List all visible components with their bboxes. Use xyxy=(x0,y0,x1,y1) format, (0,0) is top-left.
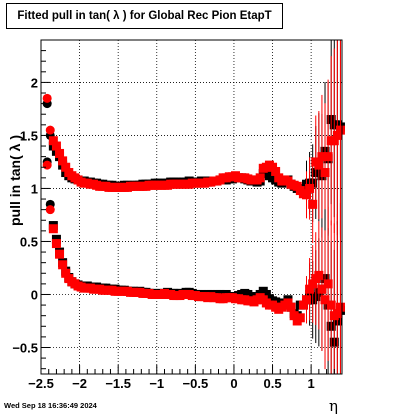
y-tick-label: 0 xyxy=(31,287,38,302)
plot-frame xyxy=(40,39,343,375)
data-point xyxy=(323,152,333,162)
data-point xyxy=(61,162,71,172)
data-point xyxy=(326,300,336,310)
data-point xyxy=(335,125,345,135)
data-point xyxy=(317,284,327,294)
y-tick-label: 1 xyxy=(31,181,38,196)
data-point xyxy=(295,313,305,323)
data-point xyxy=(48,224,58,234)
data-point xyxy=(305,183,315,193)
x-tick-label: 0.5 xyxy=(263,376,281,391)
data-point xyxy=(308,279,318,289)
chart-title: Fitted pull in tan( λ ) for Global Rec P… xyxy=(6,3,283,29)
data-points xyxy=(42,40,345,374)
y-tick-label: 0.5 xyxy=(20,234,38,249)
data-point xyxy=(335,302,345,312)
data-point xyxy=(55,249,65,259)
data-point xyxy=(51,239,61,249)
data-point xyxy=(317,152,327,162)
data-point xyxy=(45,125,55,135)
timestamp-text: Wed Sep 18 16:36:49 2024 xyxy=(4,401,97,410)
x-tick-label: −1.5 xyxy=(105,376,131,391)
data-point xyxy=(332,130,342,140)
x-tick-label: 1 xyxy=(308,376,315,391)
series-3 xyxy=(42,160,345,374)
data-point xyxy=(298,300,308,310)
x-tick-label: 0 xyxy=(230,376,237,391)
data-point xyxy=(320,168,330,178)
x-tick-label: −0.5 xyxy=(183,376,209,391)
data-point xyxy=(61,268,71,278)
data-point xyxy=(320,295,330,305)
data-point xyxy=(301,295,311,305)
data-point xyxy=(314,270,324,280)
x-tick-label: −1 xyxy=(149,376,164,391)
data-point xyxy=(314,160,324,170)
series-0 xyxy=(42,40,345,238)
x-tick-label: −2.5 xyxy=(28,376,54,391)
chart-title-text: Fitted pull in tan( λ ) for Global Rec P… xyxy=(17,10,272,22)
series-1 xyxy=(42,40,345,244)
y-tick-label: −0.5 xyxy=(12,340,38,355)
x-axis-title: η xyxy=(329,397,338,415)
data-point xyxy=(332,309,342,319)
tick-labels: −2.5 −2 −1.5 −1 −0.5 0 0.5 1 −0.5 0 0.5 1 1.5 2 xyxy=(12,75,314,391)
data-point xyxy=(305,284,315,294)
data-point xyxy=(308,199,318,209)
data-point xyxy=(255,173,265,183)
data-point xyxy=(42,160,52,170)
data-point xyxy=(286,302,296,312)
y-tick-label: 2 xyxy=(31,75,38,90)
data-point xyxy=(45,205,55,215)
y-tick-label: 1.5 xyxy=(20,128,38,143)
y-axis-title: pull in tan( λ ) xyxy=(7,135,23,226)
data-point xyxy=(42,93,52,103)
data-point xyxy=(58,156,68,166)
data-point xyxy=(301,190,311,200)
x-tick-label: −2 xyxy=(72,376,87,391)
data-point xyxy=(58,260,68,270)
data-point xyxy=(55,148,65,158)
data-point xyxy=(323,279,333,289)
data-point xyxy=(271,166,281,176)
data-point xyxy=(289,311,299,321)
axis-ticks xyxy=(40,39,343,374)
data-point xyxy=(329,136,339,146)
data-point xyxy=(48,136,58,146)
data-point xyxy=(51,141,61,151)
